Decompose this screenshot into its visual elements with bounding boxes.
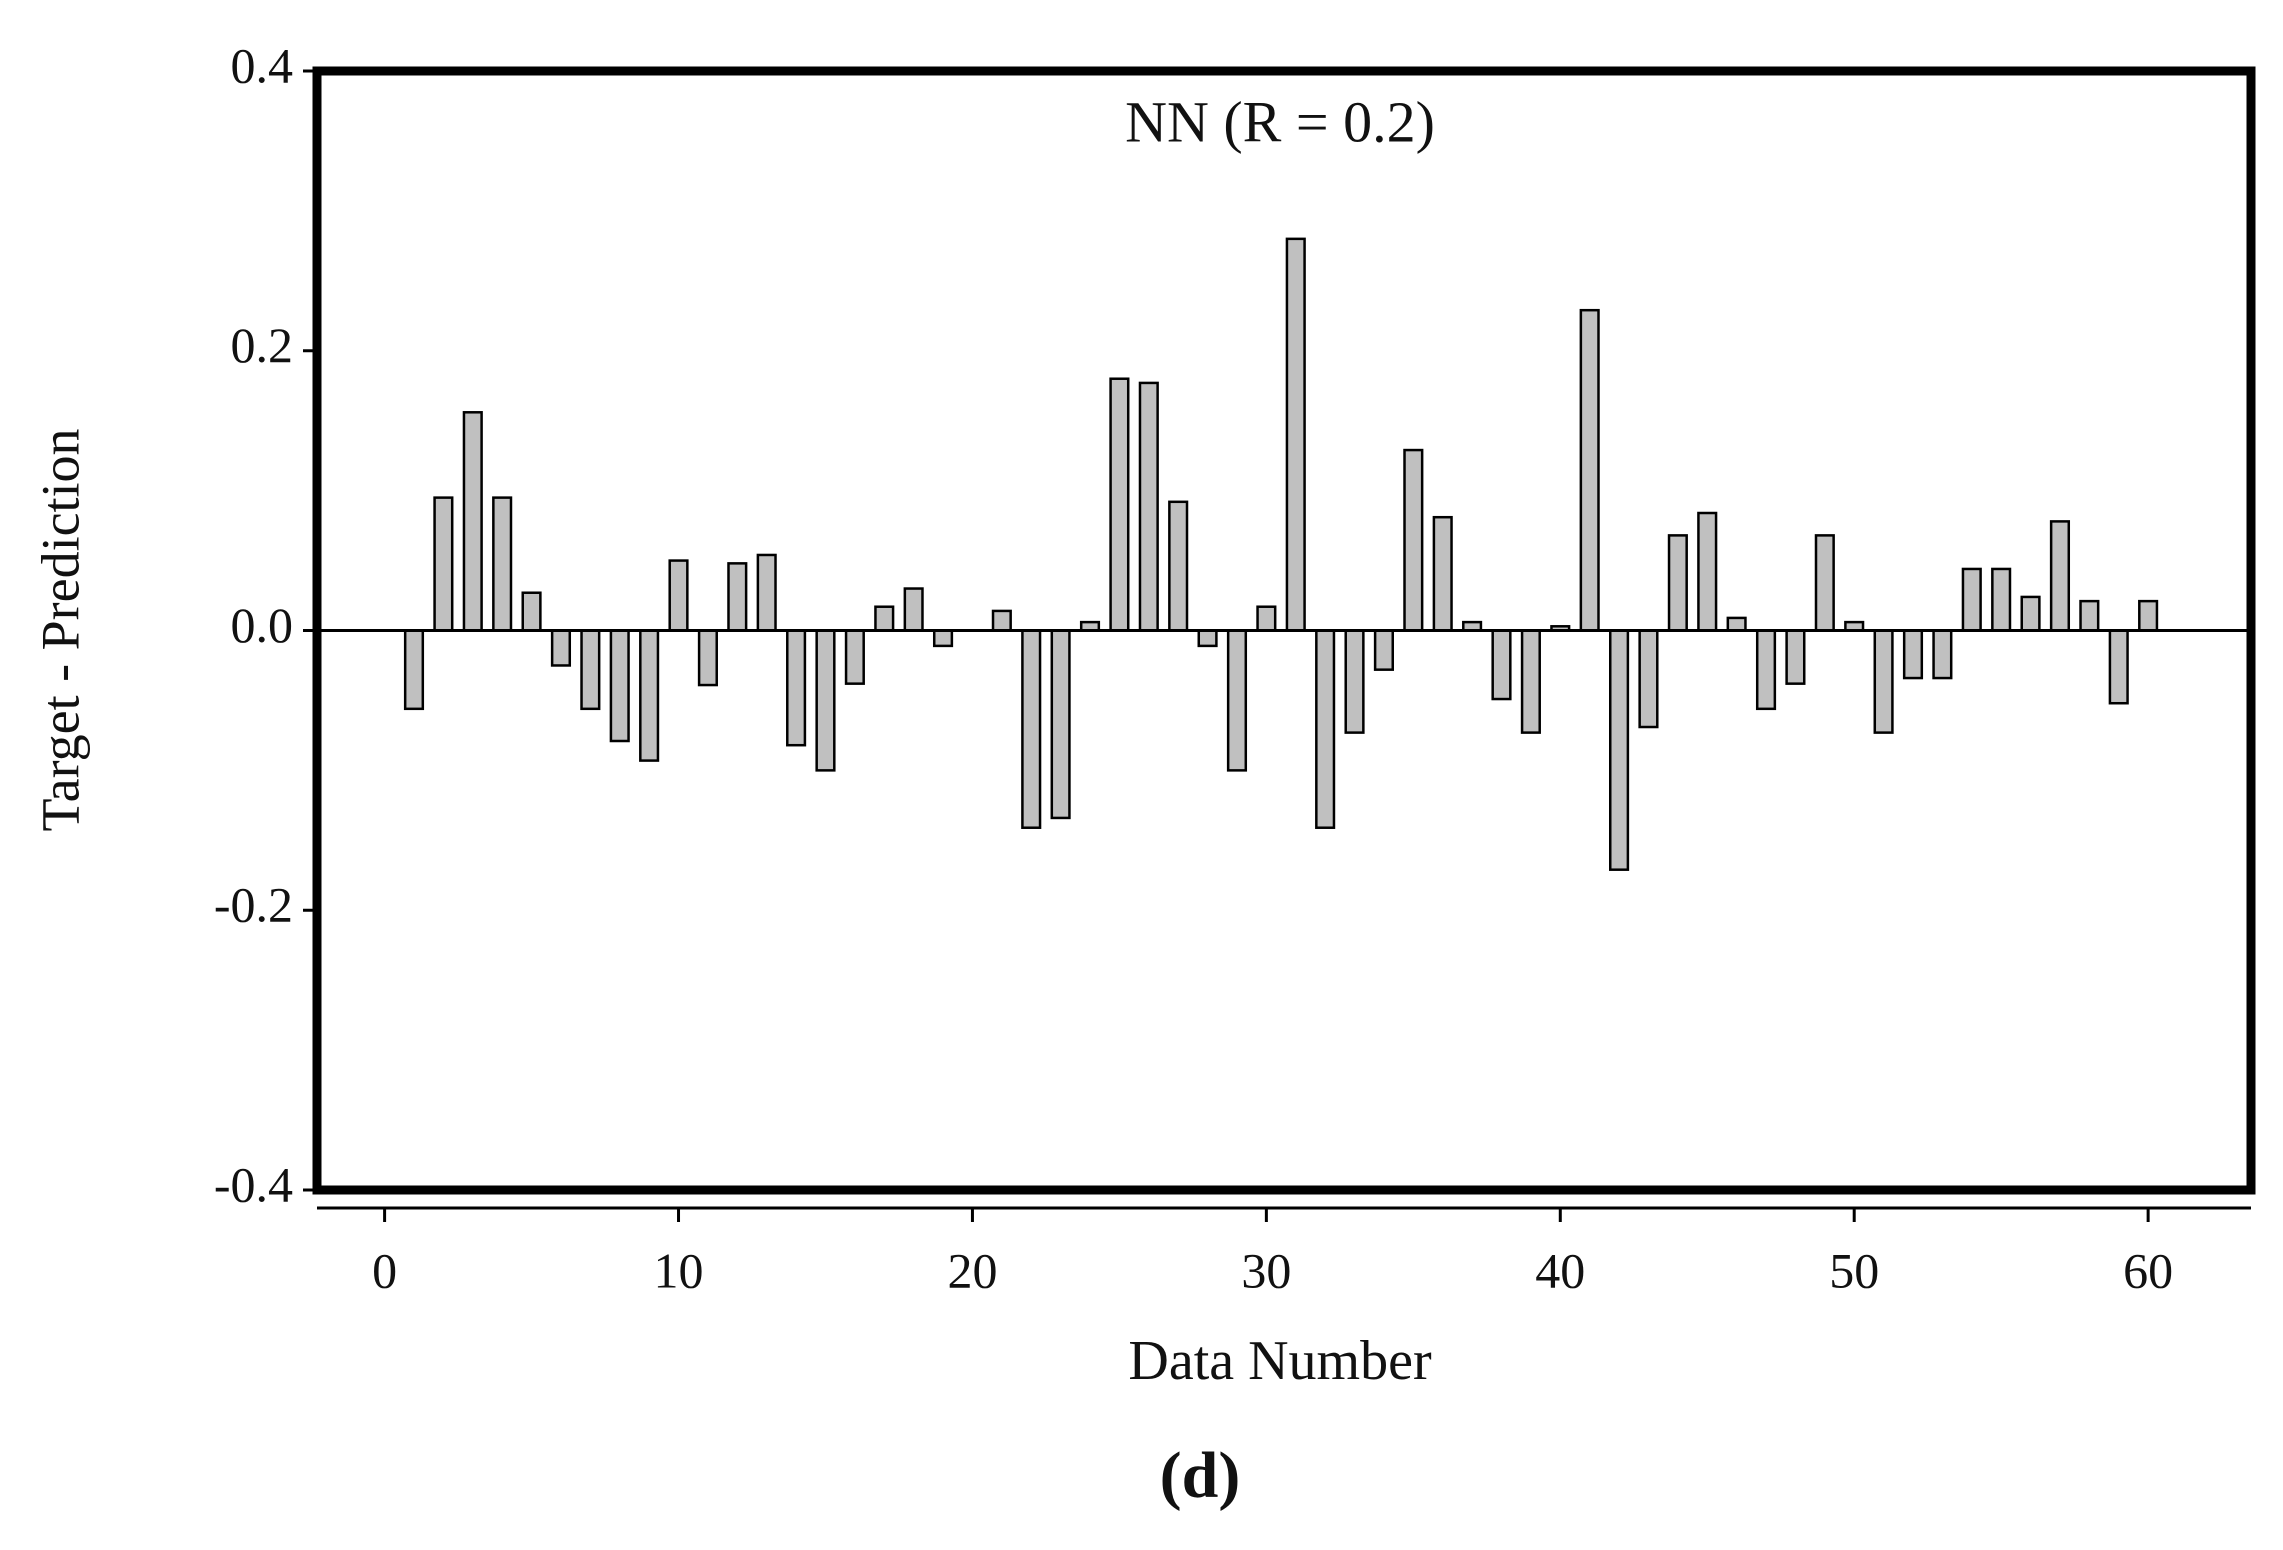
bar (991, 609, 1012, 632)
bar (1344, 629, 1365, 734)
bar (1638, 629, 1659, 729)
bar (1902, 629, 1924, 680)
bar (1168, 500, 1189, 632)
y-tick-label: 0.2 (231, 317, 294, 373)
bar (1579, 308, 1600, 632)
bar (786, 629, 807, 747)
caption: (d) (1160, 1439, 1241, 1512)
bar (1315, 629, 1336, 829)
bar (727, 562, 748, 632)
bar (1755, 629, 1777, 711)
bar (1491, 629, 1512, 701)
bar (492, 496, 513, 632)
bar (1226, 629, 1248, 772)
bar (1373, 629, 1395, 671)
bar (609, 629, 630, 743)
bar (844, 629, 865, 685)
bar (1785, 629, 1806, 685)
bar (550, 629, 572, 667)
bar (1520, 629, 1541, 734)
x-tick-label: 0 (372, 1242, 397, 1298)
bar (815, 629, 836, 772)
plot-frame (312, 66, 2256, 1195)
bar (639, 629, 660, 762)
bar (1138, 381, 1159, 632)
x-tick-label: 30 (1241, 1242, 1291, 1298)
bar (1932, 629, 1953, 680)
x-tick-label: 10 (654, 1242, 704, 1298)
bar (903, 587, 924, 632)
bar (580, 629, 601, 711)
y-tick-label: -0.2 (214, 877, 293, 933)
bar (697, 629, 718, 687)
bar (1961, 567, 1982, 632)
bar (1403, 448, 1424, 632)
x-axis-label: Data Number (1128, 1330, 1432, 1392)
bar (2079, 599, 2100, 632)
bar (2020, 595, 2041, 632)
bar (1432, 515, 1453, 632)
bar (2108, 629, 2129, 705)
x-tick-label: 50 (1829, 1242, 1879, 1298)
x-tick-label: 60 (2123, 1242, 2173, 1298)
bar (668, 559, 689, 632)
bar (1256, 605, 1277, 632)
bar (521, 591, 542, 632)
bar (932, 629, 954, 648)
y-tick-label: 0.4 (231, 37, 294, 93)
bar (1609, 629, 1630, 871)
bar (1991, 567, 2012, 632)
bar (2049, 520, 2071, 632)
x-tick-label: 40 (1535, 1242, 1585, 1298)
bar (403, 629, 425, 711)
bar (1814, 534, 1835, 632)
bar (1021, 629, 1042, 829)
bar (756, 553, 777, 632)
bar (1197, 629, 1218, 648)
bar (1726, 616, 1747, 632)
bar (1697, 511, 1718, 632)
bar (462, 411, 483, 632)
bar (433, 496, 454, 632)
bar (2138, 599, 2159, 632)
bar (1667, 534, 1688, 632)
x-tick-label: 20 (947, 1242, 997, 1298)
y-axis-label: Target - Prediction (30, 428, 90, 831)
y-tick-label: -0.4 (214, 1156, 293, 1212)
bar (874, 605, 895, 632)
bar (1109, 377, 1130, 632)
bar (1050, 629, 1071, 820)
chart-title: NN (R = 0.2) (1125, 89, 1435, 154)
y-tick-label: 0.0 (231, 597, 294, 653)
bar (1873, 629, 1894, 734)
bar (1285, 237, 1306, 632)
